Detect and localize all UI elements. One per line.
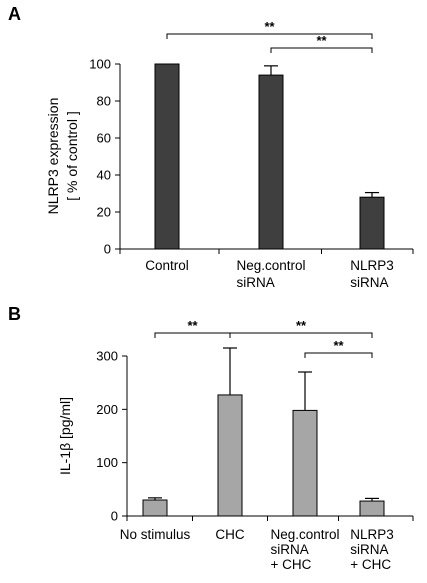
y-tick-label: 20 [97,205,111,220]
significance-bracket [166,33,373,39]
bar [217,394,243,517]
x-tick-label-line: NLRP3 [350,258,394,273]
bar [258,74,284,250]
significance-label: ** [333,338,344,353]
x-tick-label: Neg.control siRNA + CHC [270,527,339,572]
significance-bracket [229,332,373,338]
x-tick-label: Control [145,258,189,273]
y-tick-label: 100 [96,455,118,470]
x-tick-label-line: + CHC [350,557,391,572]
x-tick-label: Neg.control siRNA [236,258,305,290]
x-tick-label: CHC [215,527,244,542]
significance-label: ** [296,318,307,333]
x-tick-label-line: Neg.control [270,527,339,542]
y-tick-label: 40 [97,168,111,183]
significance-label: ** [316,33,327,48]
bar [359,500,385,517]
y-tick-label: 300 [96,349,118,364]
significance-bracket [154,332,231,338]
x-tick-label-line: siRNA [350,275,388,290]
bar [142,499,168,517]
x-tick-label-line: siRNA [350,542,388,557]
x-tick-label: NLRP3 siRNA [350,258,394,290]
x-tick-label-line: + CHC [270,557,311,572]
y-tick-label: 0 [104,242,111,257]
y-axis-label: NLRP3 expression [45,98,61,215]
significance-bracket [270,47,373,53]
panel-label: A [8,4,21,24]
y-tick-label: 0 [111,509,118,524]
x-tick-label-line: siRNA [270,542,308,557]
bar [292,409,318,517]
y-tick-label: 80 [97,94,111,109]
x-tick-label-line: NLRP3 [350,527,394,542]
y-axis-label: IL-1β [pg/ml] [57,397,73,475]
y-axis-label: [ % of control ] [64,111,80,200]
significance-label: ** [264,19,275,34]
bar [359,196,385,250]
bar [154,63,180,250]
x-tick-label: No stimulus [120,527,191,542]
significance-label: ** [187,318,198,333]
y-tick-label: 60 [97,131,111,146]
significance-bracket [304,352,373,358]
x-tick-label-line: Neg.control [236,258,305,273]
panel-label: B [8,304,21,324]
y-tick-label: 200 [96,402,118,417]
x-tick-label: NLRP3 siRNA + CHC [350,527,394,572]
y-tick-label: 100 [89,57,111,72]
x-tick-label-line: siRNA [236,275,274,290]
